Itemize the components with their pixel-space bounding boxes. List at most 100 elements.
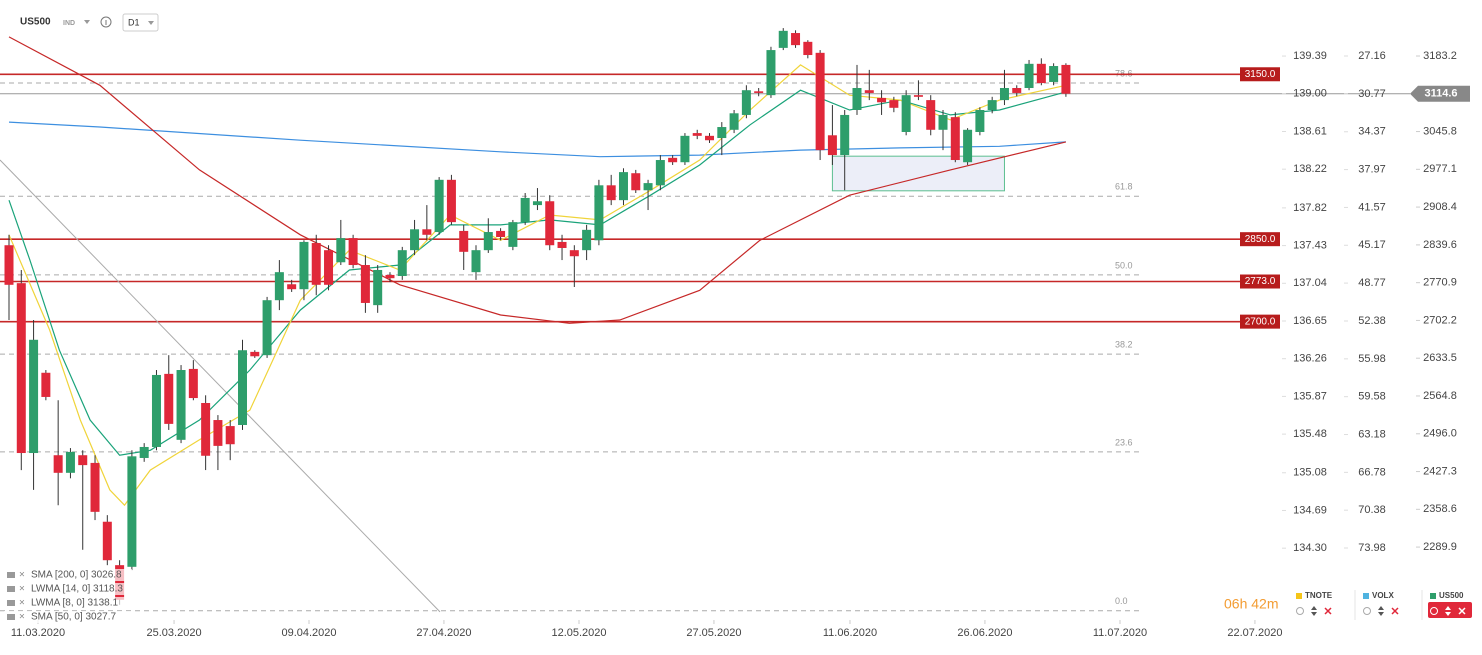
y-tick-label: 3183.2 (1423, 50, 1457, 62)
candle-body (287, 284, 297, 290)
candle-body (827, 135, 837, 156)
candle-body (127, 456, 137, 567)
candle-body (545, 201, 555, 246)
candle-body (1012, 88, 1022, 93)
candle-body (1036, 63, 1046, 84)
candle-body (53, 455, 63, 473)
instrument-name: US500 (1439, 591, 1464, 600)
instrument-swatch (1430, 593, 1436, 599)
x-tick-label: 26.06.2020 (957, 627, 1012, 639)
tnote_axis-tick-label: 139.39 (1293, 50, 1327, 62)
fib-label: 38.2 (1115, 339, 1133, 349)
candle-body (102, 521, 112, 561)
symbol: US500 (20, 17, 51, 28)
candle-body (324, 250, 334, 285)
x-tick-label: 09.04.2020 (281, 627, 336, 639)
candle-body (692, 133, 702, 136)
candle-body (373, 269, 383, 306)
x-tick-label: 22.07.2020 (1227, 627, 1282, 639)
candle-body (360, 265, 370, 303)
candle-body (139, 446, 149, 458)
instrument-name: VOLX (1372, 591, 1394, 600)
candle-body (508, 222, 518, 247)
info-icon[interactable] (100, 16, 112, 28)
market-type: IND (63, 20, 75, 27)
candle-body (164, 373, 174, 424)
plot-area: 78.6 61.8 50.0 38.2 23.6 0.0 3150.0 2850.0 2773.… (0, 28, 1410, 613)
candle-body (299, 241, 309, 290)
order-icon[interactable] (1311, 606, 1317, 616)
level-box (1240, 232, 1280, 247)
order-icon[interactable] (1445, 606, 1451, 616)
order-icon[interactable] (1378, 606, 1384, 616)
volx_axis-tick-label: 30.77 (1358, 88, 1386, 100)
candle-body (840, 114, 850, 156)
y-tick-label: 2496.0 (1423, 428, 1457, 440)
candle-body (778, 30, 788, 48)
candle-body (434, 179, 444, 233)
candle-body (766, 50, 776, 96)
y-tick-label: 2358.6 (1423, 503, 1457, 515)
candle-body (655, 160, 665, 186)
legend-remove[interactable]: × (19, 584, 25, 595)
timeframe-caret (148, 21, 154, 25)
candle-body (606, 185, 616, 201)
legend-icon (7, 614, 15, 620)
legend-label: SMA [50, 0] 3027.7 (31, 612, 116, 623)
y-tick-label: 2564.8 (1423, 390, 1457, 402)
candle-body (717, 127, 727, 139)
level-label: 3150.0 (1245, 69, 1276, 80)
candle-body (274, 272, 284, 301)
candle-body (877, 97, 887, 103)
candle-body (705, 135, 715, 141)
x-tick-label: 11.03.2020 (11, 627, 65, 639)
legend-remove[interactable]: × (19, 570, 25, 581)
x-tick-label: 27.05.2020 (686, 627, 741, 639)
timeframe: D1 (128, 17, 140, 27)
candle-body (1061, 64, 1071, 94)
tnote_axis-tick-label: 137.82 (1293, 202, 1327, 214)
eye-icon[interactable] (1363, 607, 1371, 615)
tnote_axis-tick-label: 135.48 (1293, 428, 1327, 440)
countdown: 06h 42m (1224, 596, 1278, 612)
volx_axis-tick-label: 66.78 (1358, 466, 1386, 478)
tnote_axis-tick-label: 139.00 (1293, 88, 1327, 100)
candle-body (41, 372, 51, 397)
instrument-swatch (1363, 593, 1369, 599)
x-tick-label: 11.07.2020 (1093, 627, 1147, 639)
candle-body (668, 157, 678, 163)
tnote_axis-tick-label: 138.22 (1293, 163, 1327, 175)
legend-label: SMA [200, 0] 3026.8 (31, 570, 122, 581)
dropdown-caret[interactable] (84, 20, 90, 24)
timeframe-box[interactable] (122, 13, 159, 32)
y-axes: 3183.2 3045.8 2977.1 2908.4 2839.6 2770.9 2702… (1282, 50, 1457, 554)
level-label: 2700.0 (1245, 316, 1276, 327)
candle-body (176, 370, 186, 440)
remove-icon[interactable] (1391, 607, 1399, 615)
fib-label: 50.0 (1115, 260, 1133, 270)
candle-body (680, 135, 690, 163)
last-price-tag (1410, 85, 1470, 102)
y-tick-label: 2633.5 (1423, 352, 1457, 364)
legend-remove[interactable]: × (19, 612, 25, 623)
candle-body (803, 41, 813, 56)
volx_axis-tick-label: 63.18 (1358, 428, 1386, 440)
volx_axis-tick-label: 34.37 (1358, 126, 1386, 138)
legend-remove[interactable]: × (19, 598, 25, 609)
candle-body (963, 129, 973, 163)
candle-body (397, 250, 407, 277)
eye-icon[interactable] (1430, 607, 1438, 615)
eye-icon[interactable] (1296, 607, 1304, 615)
candle-body (262, 300, 272, 356)
y-tick-label: 2977.1 (1423, 163, 1457, 175)
candle-body (78, 455, 88, 466)
tnote_axis-tick-label: 136.26 (1293, 353, 1327, 365)
remove-icon[interactable] (1324, 607, 1332, 615)
level-box (1240, 67, 1280, 82)
candle-body (987, 100, 997, 110)
remove-icon[interactable] (1458, 607, 1466, 615)
ma-line (8, 121, 1066, 158)
legend-icon (7, 586, 15, 592)
legend-bg (4, 583, 132, 595)
